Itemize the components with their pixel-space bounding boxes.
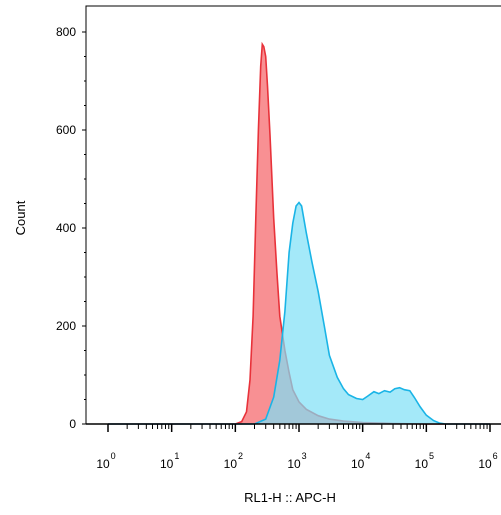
x-tick-label: 101 <box>160 451 179 471</box>
x-tick-label: 105 <box>415 451 434 471</box>
series-layer <box>108 41 490 425</box>
y-tick-label: 600 <box>56 123 76 137</box>
y-tick-label: 200 <box>56 319 76 333</box>
y-axis-ticks: 0 200 400 600 800 <box>56 25 86 431</box>
series-2-line <box>108 201 490 425</box>
series-2-area <box>108 202 490 424</box>
x-tick-label: 106 <box>478 451 497 471</box>
y-tick-label: 400 <box>56 221 76 235</box>
y-axis-label: Count <box>13 200 28 235</box>
x-axis-ticks: 100 101 102 103 104 105 106 <box>96 424 498 471</box>
y-tick-label: 800 <box>56 25 76 39</box>
x-tick-label: 104 <box>351 451 370 471</box>
x-tick-label: 103 <box>287 451 306 471</box>
x-tick-label: 102 <box>224 451 243 471</box>
x-axis-label: RL1-H :: APC-H <box>244 490 336 505</box>
x-tick-label: 100 <box>96 451 115 471</box>
y-tick-label: 0 <box>69 417 76 431</box>
